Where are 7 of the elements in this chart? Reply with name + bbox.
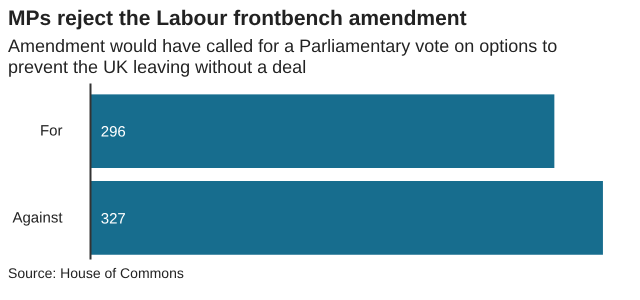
chart-title: MPs reject the Labour frontbench amendment [8,6,467,32]
y-tick-label: For [40,123,63,140]
data-label: 296 [100,124,126,142]
chart-subtitle: Amendment would have called for a Parliamentary vote on options to prevent the UK leaving without a deal [8,36,558,78]
data-label: 327 [100,210,126,228]
y-tick-label: Against [12,210,64,227]
source-note: Source: House of Commons [8,264,184,284]
